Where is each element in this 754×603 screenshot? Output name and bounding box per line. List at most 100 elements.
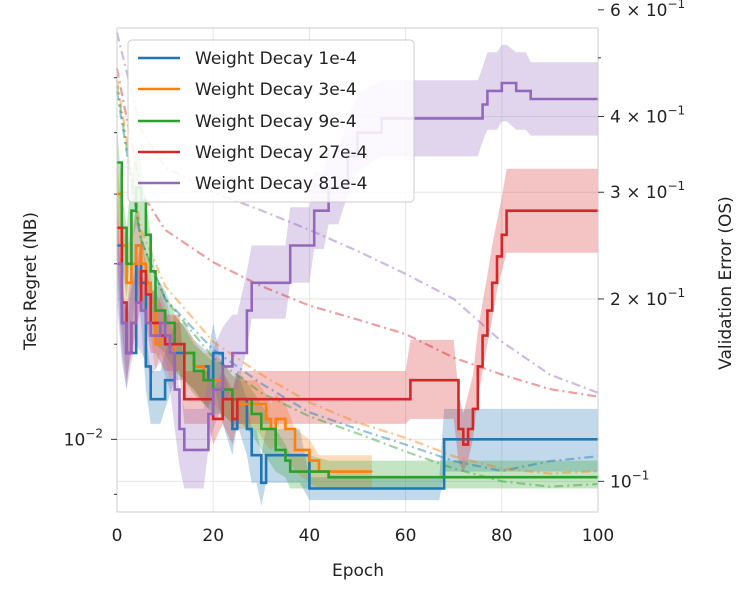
regret-point-series-4 [462, 443, 465, 446]
regret-point-series-5 [520, 90, 522, 92]
regret-point-series-5 [178, 428, 181, 430]
regret-point-series-1 [433, 487, 436, 490]
regret-point-series-5 [222, 365, 224, 368]
regret-point-series-5 [149, 334, 152, 337]
regret-point-series-5 [207, 413, 210, 415]
regret-point-series-1 [246, 428, 248, 430]
regret-point-series-2 [351, 470, 354, 473]
regret-point-series-4 [501, 234, 503, 236]
legend-box [127, 39, 415, 203]
x-axis-label: Epoch [332, 561, 384, 581]
regret-point-series-2 [294, 449, 296, 451]
validation-line-series-2 [115, 79, 599, 475]
regret-point-series-3 [356, 476, 359, 479]
x-tick-label: 100 [582, 526, 614, 546]
validation-line-series-3 [115, 85, 599, 488]
regret-point-series-5 [308, 244, 311, 247]
regret-point-series-1 [265, 454, 267, 457]
regret-point-series-2 [125, 282, 128, 284]
regret-point-series-3 [308, 470, 311, 473]
regret-point-series-4 [140, 270, 142, 273]
regret-point-series-3 [274, 449, 277, 451]
x-tick-label: 80 [491, 526, 513, 546]
regret-point-series-5 [246, 309, 248, 312]
regret-point-series-1 [299, 454, 301, 457]
regret-point-series-5 [183, 449, 186, 451]
regret-point-series-3 [145, 234, 147, 236]
regret-point-series-3 [452, 476, 455, 479]
regret-point-series-2 [265, 418, 267, 420]
regret-point-series-5 [125, 352, 128, 354]
regret-point-series-4 [202, 398, 205, 401]
regret-point-series-4 [164, 343, 166, 346]
y-right-tick-label: 3 × 10−1 [610, 179, 685, 203]
x-tick-label: 0 [112, 526, 123, 546]
regret-point-series-4 [236, 398, 239, 401]
regret-point-series-5 [481, 103, 484, 106]
regret-point-series-1 [149, 398, 152, 401]
regret-point-series-4 [154, 322, 157, 324]
regret-point-series-5 [212, 388, 214, 391]
regret-lines [116, 81, 599, 490]
regret-point-series-3 [130, 209, 133, 212]
regret-point-series-2 [308, 459, 311, 462]
x-tick-label: 60 [395, 526, 417, 546]
regret-point-series-5 [486, 90, 489, 92]
regret-point-series-1 [260, 482, 263, 484]
band-series-1 [117, 200, 598, 506]
regret-point-series-4 [477, 365, 479, 368]
y-right-tick-label: 2 × 10−1 [610, 286, 685, 310]
x-axis: 0 20 40 60 80 100 [112, 526, 615, 546]
regret-point-series-5 [284, 282, 287, 284]
regret-point-series-4 [207, 398, 210, 401]
y-right-tick-exponent: −1 [668, 179, 686, 193]
regret-point-series-5 [505, 82, 508, 84]
regret-point-series-4 [452, 379, 455, 382]
validation-line-series-1 [115, 91, 599, 473]
regret-point-series-5 [130, 322, 133, 324]
regret-point-series-1 [443, 438, 445, 441]
regret-point-series-5 [140, 309, 142, 312]
regret-point-series-1 [250, 454, 253, 457]
regret-point-series-3 [154, 309, 157, 312]
regret-point-series-1 [164, 379, 166, 382]
regret-point-series-5 [477, 117, 479, 120]
regret-point-series-5 [145, 322, 147, 324]
regret-point-series-2 [366, 470, 368, 473]
y-right-tick-exponent: −1 [668, 0, 686, 11]
regret-point-series-2 [246, 403, 248, 405]
regret-point-series-4 [178, 343, 181, 346]
x-tick-label: 40 [299, 526, 321, 546]
regret-point-series-3 [299, 470, 301, 473]
regret-point-series-3 [125, 263, 128, 265]
legend-entry-2: Weight Decay 3e-4 [195, 80, 357, 100]
regret-point-series-4 [457, 428, 460, 430]
regret-point-series-5 [121, 322, 123, 324]
regret-point-series-3 [549, 476, 551, 479]
regret-point-series-1 [308, 487, 311, 490]
regret-line-series-5 [117, 81, 598, 452]
legend-entry-3: Weight Decay 9e-4 [195, 112, 357, 132]
y-right-tick-exponent: −1 [632, 468, 650, 482]
regret-point-series-2 [371, 470, 373, 473]
regret-point-series-5 [169, 352, 171, 354]
regret-point-series-1 [438, 487, 441, 490]
regret-point-series-4 [183, 398, 186, 401]
regret-point-series-5 [525, 90, 527, 92]
regret-point-series-5 [250, 282, 253, 284]
regret-point-series-3 [202, 379, 205, 382]
regret-point-series-1 [231, 428, 234, 430]
regret-point-series-5 [452, 117, 455, 120]
y-axis-right-label: Validation Error (OS) [716, 196, 736, 370]
regret-point-series-3 [289, 470, 292, 473]
regret-point-series-4 [467, 428, 469, 430]
regret-point-series-4 [404, 398, 407, 401]
regret-point-series-2 [284, 428, 287, 430]
regret-point-series-1 [212, 352, 214, 354]
regret-point-series-3 [327, 476, 330, 479]
regret-point-series-4 [491, 282, 494, 284]
regret-point-series-4 [496, 255, 498, 258]
y-left-tick-exponent: −2 [85, 426, 103, 440]
regret-point-series-5 [231, 352, 234, 354]
regret-point-series-3 [149, 270, 152, 273]
